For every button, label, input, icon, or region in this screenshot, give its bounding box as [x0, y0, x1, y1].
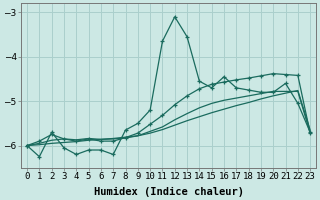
X-axis label: Humidex (Indice chaleur): Humidex (Indice chaleur) [94, 186, 244, 197]
